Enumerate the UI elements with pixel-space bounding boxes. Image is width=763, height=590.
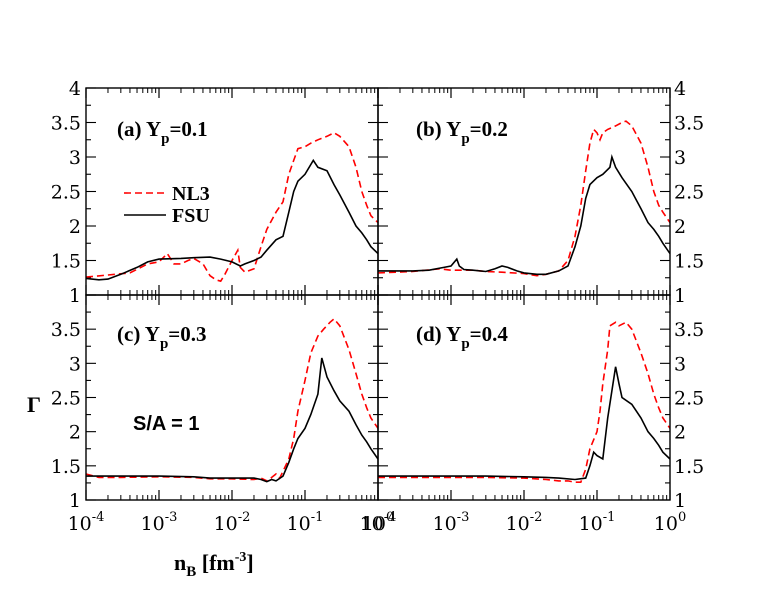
y-tick-label-left-top: 1: [69, 285, 81, 307]
x-tick-label-c: 100: [362, 510, 394, 535]
legend-label-fsu: FSU: [172, 205, 210, 227]
panel-d-series-fsu: [378, 366, 670, 481]
y-tick-label-right-top: 2.5: [674, 182, 704, 204]
y-tick-label-left-top: 1.5: [51, 251, 81, 273]
x-tick-label-d: 100: [654, 510, 686, 535]
panel-a-label-prefix: (a) Y: [117, 117, 161, 141]
y-tick-label-left-bottom: 1.5: [51, 456, 81, 478]
panel-c-label-sub: p: [160, 336, 168, 352]
panel-b-label-prefix: (b) Y: [416, 117, 461, 141]
y-tick-label-left-top: 3.5: [51, 113, 81, 135]
x-tick-exp: 0: [678, 510, 686, 525]
x-tick-base: 10: [287, 513, 311, 535]
y-tick-label-left-bottom: 1: [69, 490, 81, 512]
x-tick-base: 10: [68, 513, 92, 535]
panel-b: (b) Yp=0.2: [377, 87, 671, 296]
panel-d-label-suffix: =0.4: [470, 322, 509, 346]
panel-a-label-sub: p: [161, 131, 169, 147]
panel-a: (a) Yp=0.1: [85, 87, 379, 296]
x-axis-label-close: ]: [246, 550, 253, 575]
x-tick-label-d: 10-1: [579, 510, 616, 535]
x-tick-base: 10: [141, 513, 165, 535]
x-tick-exp: -3: [165, 510, 178, 525]
panels-group: (a) Yp=0.1 (b) Yp=0.2(c) Yp=0.3 (d) Yp=0.4…: [51, 78, 704, 535]
x-tick-label-d: 10-3: [433, 510, 470, 535]
panel-b-series-fsu: [378, 153, 670, 276]
y-tick-label-right-bottom: 1.5: [674, 456, 704, 478]
y-tick-label-right-top: 1: [674, 285, 686, 307]
x-tick-base: 10: [214, 513, 238, 535]
x-tick-label-c: 10-1: [287, 510, 324, 535]
panel-b-label-suffix: =0.2: [470, 117, 508, 141]
y-tick-label-left-bottom: 2: [69, 422, 81, 444]
x-tick-exp: -4: [384, 510, 397, 525]
legend-label-nl3: NL3: [172, 183, 210, 205]
y-tick-label-right-bottom: 2.5: [674, 388, 704, 410]
x-tick-exp: 0: [386, 510, 394, 525]
y-tick-label-right-top: 3.5: [674, 113, 704, 135]
annotation-entropy: S/A = 1: [133, 413, 200, 435]
panel-b-label-sub: p: [461, 131, 469, 147]
panel-d-series-nl3: [378, 321, 670, 483]
x-tick-label-c: 10-4: [68, 510, 105, 535]
x-axis-label: nB [fm-3]: [174, 550, 254, 580]
y-tick-label-left-top: 3: [69, 147, 81, 169]
panel-d-frame: [377, 294, 671, 501]
x-tick-label-c: 10-2: [214, 510, 251, 535]
y-tick-label-right-bottom: 3.5: [674, 319, 704, 341]
x-tick-label-c: 10-3: [141, 510, 178, 535]
x-axis-label-exp: -3: [235, 550, 247, 565]
panel-a-label: (a) Yp=0.1: [117, 117, 208, 147]
panel-a-series-fsu: [86, 158, 378, 281]
axis-labels-group: Γ nB [fm-3]: [27, 392, 254, 580]
panel-d: (d) Yp=0.4: [377, 294, 671, 501]
panel-d-label: (d) Yp=0.4: [416, 322, 508, 352]
x-tick-label-d: 10-4: [360, 510, 397, 535]
y-tick-label-left-bottom: 2.5: [51, 388, 81, 410]
panel-c-series-fsu: [86, 357, 378, 483]
x-tick-exp: -4: [92, 510, 105, 525]
panel-c: (c) Yp=0.3: [85, 294, 379, 501]
x-tick-exp: -3: [457, 510, 470, 525]
y-tick-label-left-top: 4: [69, 78, 81, 100]
x-tick-base: 10: [579, 513, 603, 535]
x-tick-label-d: 10-2: [506, 510, 543, 535]
panel-d-label-prefix: (d) Y: [416, 322, 461, 346]
y-tick-label-right-bottom: 2: [674, 422, 686, 444]
y-tick-label-right-top: 4: [674, 78, 686, 100]
y-axis-label: Γ: [27, 392, 41, 417]
panel-b-label: (b) Yp=0.2: [416, 117, 508, 147]
y-tick-label-right-bottom: 1: [674, 490, 686, 512]
x-tick-exp: -2: [238, 510, 251, 525]
x-axis-label-sub: B: [186, 564, 196, 580]
x-tick-base: 10: [506, 513, 530, 535]
x-tick-base: 10: [654, 513, 678, 535]
x-tick-base: 10: [360, 513, 384, 535]
x-tick-exp: -1: [603, 510, 616, 525]
y-tick-label-right-top: 2: [674, 216, 686, 238]
x-axis-label-main: n: [174, 550, 186, 575]
x-tick-base: 10: [433, 513, 457, 535]
x-tick-base: 10: [362, 513, 386, 535]
panel-a-series-nl3: [86, 131, 378, 283]
panel-b-series-nl3: [378, 120, 670, 277]
y-tick-label-left-top: 2: [69, 216, 81, 238]
panel-c-label-suffix: =0.3: [168, 322, 206, 346]
panel-a-label-suffix: =0.1: [169, 117, 207, 141]
y-tick-label-left-bottom: 3: [69, 353, 81, 375]
y-tick-label-right-top: 3: [674, 147, 686, 169]
panel-d-label-sub: p: [461, 336, 469, 352]
x-tick-exp: -2: [530, 510, 543, 525]
y-tick-label-right-top: 1.5: [674, 251, 704, 273]
panel-c-label: (c) Yp=0.3: [117, 322, 207, 352]
x-axis-label-unit: [fm: [196, 550, 234, 575]
panel-c-label-prefix: (c) Y: [117, 322, 160, 346]
x-tick-exp: -1: [311, 510, 324, 525]
y-tick-label-right-bottom: 3: [674, 353, 686, 375]
y-tick-label-left-bottom: 3.5: [51, 319, 81, 341]
y-tick-label-left-top: 2.5: [51, 182, 81, 204]
